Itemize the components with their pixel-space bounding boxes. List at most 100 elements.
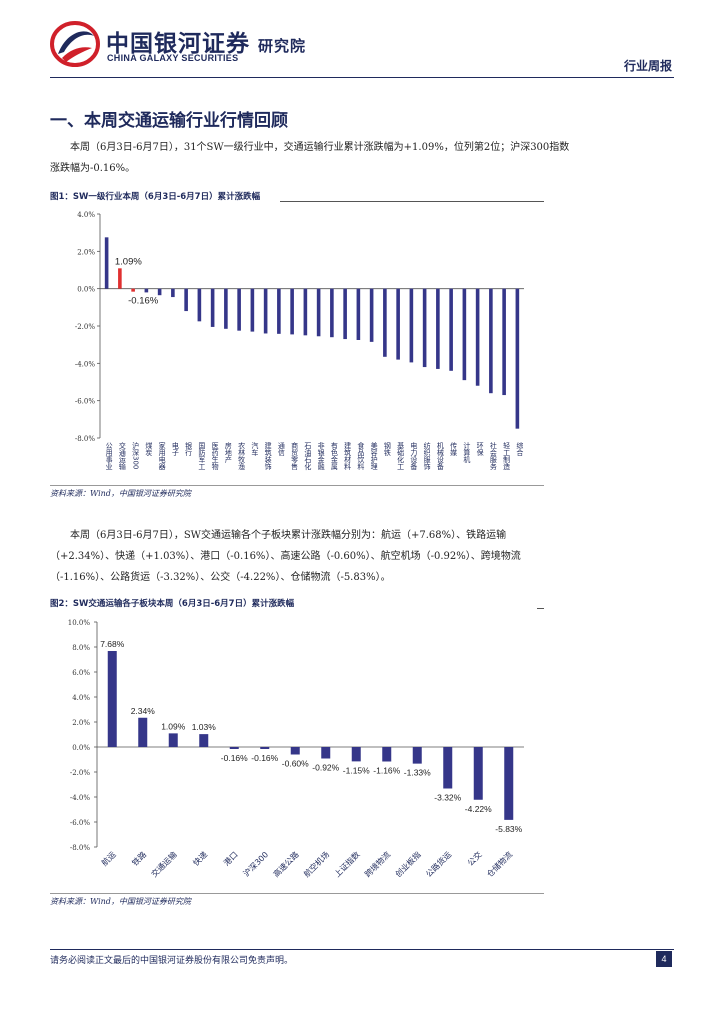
bar — [330, 288, 334, 338]
y-tick-label: 8.0% — [72, 644, 90, 652]
company-name: 中国银河证券 研究院 — [106, 31, 307, 57]
bar — [396, 288, 400, 360]
bar — [351, 747, 361, 762]
bar — [104, 237, 109, 289]
x-tick-label: 跨境物流 — [362, 849, 392, 879]
figure-1-chart: 4.0% 2.0% 0.0% -2.0% -4.0% -6.0% -8.0% 公用事业 交通运输… — [75, 211, 524, 471]
bar — [356, 288, 361, 340]
figure-1-title-rule — [280, 201, 544, 202]
figure-2-title: 图2：SW交通运输各子板块本周（6月3日-6月7日）累计涨跌幅 — [50, 599, 295, 609]
bar — [168, 733, 178, 747]
bar — [237, 288, 241, 331]
y-tick-label: 4.0% — [77, 211, 95, 219]
bar — [409, 288, 414, 363]
figure-2-title-rule — [537, 608, 544, 609]
y-tick-label: 0.0% — [72, 744, 90, 752]
x-tick-label: 建筑材料 — [344, 441, 352, 471]
bar — [250, 288, 255, 332]
y-tick-label: 4.0% — [72, 694, 90, 702]
bar — [138, 717, 148, 747]
bar — [412, 747, 422, 764]
x-tick-label: 纺织服饰 — [423, 441, 431, 471]
x-tick-label: 建筑装饰 — [264, 441, 272, 471]
bar — [263, 288, 268, 334]
bar — [475, 288, 480, 386]
x-tick-label: 非银金融 — [317, 441, 325, 471]
data-label: -1.16% — [373, 766, 400, 776]
x-tick-label: 交通运输 — [149, 849, 179, 879]
x-tick-label: 仓储物流 — [484, 849, 514, 879]
paragraph-1: 本周（6月3日-6月7日），31个SW一级行业中，交通运输行业累计涨跌幅为+1.… — [50, 142, 570, 174]
y-tick-label: -6.0% — [70, 819, 90, 827]
x-tick-label: 医药生物 — [211, 442, 219, 471]
bar — [316, 288, 321, 337]
data-label: -0.16% — [128, 296, 159, 307]
x-tick-label: 创业板指 — [393, 849, 423, 879]
x-tick-label: 有色金属 — [330, 441, 338, 471]
x-tick-label: 国防军工 — [198, 442, 206, 470]
bar — [504, 747, 514, 820]
x-tick-label: 基础化工 — [397, 441, 405, 470]
company-logo: 中国银河证券 研究院 CHINA GALAXY SECURITIES — [50, 18, 320, 70]
data-label: -0.16% — [251, 753, 278, 763]
page-number: 4 — [656, 951, 672, 967]
data-label: -4.22% — [465, 804, 492, 814]
section-title: 一、本周交通运输行业行情回顾 — [50, 111, 288, 131]
x-tick-label: 沪深300 — [132, 441, 140, 469]
y-tick-label: -4.0% — [75, 360, 95, 368]
x-tick-label: 石油石化 — [304, 442, 312, 471]
bar — [229, 747, 239, 749]
x-tick-label: 公路货运 — [423, 849, 453, 879]
x-tick-label: 环保 — [476, 442, 484, 457]
data-label: 1.09% — [115, 256, 142, 267]
y-tick-label: -8.0% — [75, 435, 95, 443]
x-tick-label: 商贸零售 — [291, 441, 299, 471]
bar — [224, 288, 228, 329]
bar — [199, 734, 209, 747]
bar — [382, 747, 392, 762]
figure-1-title: 图1：SW一级行业本周（6月3日-6月7日）累计涨跌幅 — [50, 192, 261, 202]
paragraph-2: 本周（6月3日-6月7日），SW交通运输各个子板块累计涨跌幅分别为：航运（+7.… — [50, 530, 521, 583]
y-tick-label: 6.0% — [72, 669, 90, 677]
data-label: -0.92% — [312, 763, 339, 773]
data-label: -1.33% — [404, 768, 431, 778]
y-tick-label: -6.0% — [75, 398, 95, 406]
y-tick-label: 2.0% — [77, 248, 95, 256]
x-tick-label: 通信 — [277, 441, 285, 457]
figure-1-bottom-rule — [50, 485, 544, 486]
bar — [144, 288, 149, 293]
x-tick-label: 铁路 — [130, 849, 148, 867]
bar — [383, 288, 387, 357]
bar — [303, 288, 308, 336]
y-tick-label: -2.0% — [70, 769, 90, 777]
x-tick-label: 煤炭 — [145, 441, 153, 457]
company-name-en: CHINA GALAXY SECURITIES — [107, 53, 239, 63]
bar — [118, 268, 122, 289]
bar — [171, 288, 175, 298]
x-tick-label: 航运 — [99, 849, 117, 867]
bar — [502, 288, 506, 396]
header-divider — [50, 77, 674, 78]
x-tick-label: 快递 — [191, 849, 209, 867]
x-tick-label: 公用事业 — [105, 442, 113, 470]
x-tick-label: 高速公路 — [271, 849, 301, 879]
x-tick-label: 美容护理 — [370, 441, 378, 470]
data-label: -5.83% — [495, 824, 522, 834]
x-tick-label: 机械设备 — [436, 441, 444, 471]
bar — [321, 747, 331, 759]
bar — [290, 288, 294, 335]
footer-divider — [50, 949, 674, 950]
x-tick-label: 汽车 — [251, 441, 259, 457]
x-tick-label: 港口 — [221, 849, 239, 867]
bar — [107, 651, 117, 747]
x-tick-label: 食品饮料 — [357, 441, 365, 471]
bar — [157, 288, 162, 296]
y-tick-label: 10.0% — [68, 619, 91, 627]
bar — [260, 747, 270, 749]
galaxy-logo-icon — [50, 21, 100, 67]
data-label: 2.34% — [131, 706, 156, 716]
data-label: 1.03% — [192, 722, 217, 732]
bar — [131, 288, 135, 292]
bar — [290, 747, 300, 755]
bar — [443, 747, 453, 789]
